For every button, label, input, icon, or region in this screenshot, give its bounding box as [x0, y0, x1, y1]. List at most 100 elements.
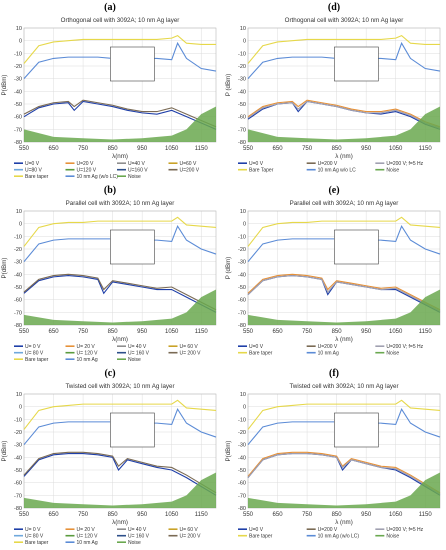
legend-entry: U= 80 V: [25, 351, 44, 357]
x-tick-label: 850: [332, 146, 343, 152]
y-tick-label: -30: [14, 260, 22, 266]
y-tick-label: 0: [19, 405, 22, 411]
legend-entry: U=0 V: [25, 161, 40, 167]
legend-entry: 10 nm Ag: [77, 540, 98, 546]
chart-svg: Twisted cell with 3092A; 10 nm Ag layer 1…: [1, 383, 217, 546]
y-axis-label: P (dBm): [225, 74, 232, 97]
x-tick-label: 650: [49, 146, 60, 152]
y-tick-label: -40: [238, 455, 246, 461]
series-line: [23, 34, 216, 64]
y-tick-label: -30: [238, 77, 246, 83]
series-line: [247, 275, 441, 313]
series-line: [23, 452, 217, 496]
x-tick-label: 650: [49, 329, 60, 335]
legend-entry: U=200 V: [318, 161, 338, 167]
y-tick-label: -80: [238, 506, 246, 512]
legend-entry: Bare taper: [249, 351, 273, 357]
series-line: [23, 216, 217, 247]
x-tick-label: 650: [49, 512, 60, 518]
x-tick-label: 550: [19, 146, 30, 152]
legend-entry: Noise: [386, 534, 399, 540]
y-tick-label: 10: [240, 26, 246, 32]
legend-entry: U= 200 V: [180, 351, 202, 357]
y-tick-label: 10: [16, 209, 22, 215]
legend: U=0 V U=200 V U=200 V; f=5 Hz Bare Taper 10 …: [238, 161, 424, 174]
x-tick-label: 950: [361, 146, 372, 152]
x-tick-label: 750: [78, 512, 89, 518]
inset-box: [110, 46, 155, 82]
panel-label: (e): [328, 185, 340, 196]
y-tick-label: -20: [14, 64, 22, 70]
series-line: [23, 100, 217, 130]
legend-entry: U=20 V: [77, 161, 94, 167]
x-tick-label: 850: [108, 329, 119, 335]
legend-entry: U= 200 V: [180, 534, 202, 540]
legend-entry: Bare Taper: [249, 168, 274, 174]
y-tick-label: -70: [238, 310, 246, 316]
x-tick-label: 650: [273, 512, 284, 518]
legend-entry: 10 nm Ag (w/o LC): [318, 534, 360, 540]
legend-entry: U= 40 V: [128, 344, 147, 350]
legend-entry: U=0 V: [249, 161, 264, 167]
plot-frame: [247, 393, 441, 509]
y-tick-label: -60: [14, 298, 22, 304]
y-tick-label: -80: [238, 323, 246, 329]
y-tick-label: -30: [238, 260, 246, 266]
plot-frame: [23, 27, 217, 143]
legend-entry: U=200 V; f=5 Hz: [386, 527, 423, 533]
series-line: [247, 399, 441, 430]
panel-label: (f): [329, 368, 339, 379]
y-tick-label: 0: [19, 222, 22, 228]
y-tick-label: -70: [14, 127, 22, 133]
series-area-noise: [24, 106, 216, 142]
x-tick-label: 750: [78, 329, 89, 335]
x-tick-label: 1150: [419, 329, 433, 335]
chart-panel-b: (b) Parallel cell with 3092A; 10 nm Ag la…: [0, 183, 222, 366]
panel-label: (c): [104, 368, 116, 379]
legend-entry: 10 nm Ag (w/o LC): [77, 174, 119, 180]
y-tick-label: 0: [243, 222, 246, 228]
x-tick-label: 550: [19, 512, 30, 518]
y-tick-label: -10: [14, 234, 22, 240]
y-tick-label: -10: [238, 51, 246, 57]
x-tick-label: 650: [273, 329, 284, 335]
x-tick-label: 1050: [165, 146, 179, 152]
y-tick-label: -50: [238, 468, 246, 474]
y-tick-label: -10: [238, 234, 246, 240]
legend-entry: U= 160 V: [128, 534, 150, 540]
legend-entry: U=200 V; f=5 Hz: [386, 161, 423, 167]
legend-entry: U= 120 V: [77, 534, 99, 540]
y-tick-label: -70: [14, 310, 22, 316]
x-tick-label: 850: [108, 146, 119, 152]
y-tick-label: -50: [238, 285, 246, 291]
x-tick-label: 550: [243, 512, 254, 518]
x-tick-label: 1150: [195, 146, 209, 152]
y-tick-label: -30: [14, 77, 22, 83]
y-tick-label: -60: [14, 481, 22, 487]
y-tick-label: -50: [238, 102, 246, 108]
series-area-noise: [248, 106, 440, 142]
series-line: [247, 100, 441, 129]
legend-entry: U=120 V: [77, 168, 97, 174]
inset-box: [334, 229, 379, 265]
legend-entry: U=0 V: [249, 344, 264, 350]
legend-entry: U= 160 V: [128, 351, 150, 357]
chart-svg: Twisted cell with 3092A; 10 nm Ag layer 1…: [225, 383, 441, 540]
x-tick-label: 1050: [389, 512, 403, 518]
y-tick-label: -20: [14, 430, 22, 436]
y-tick-label: 10: [240, 392, 246, 398]
legend-entry: U=160 V: [128, 168, 148, 174]
legend: U= 0 V U= 20 V U= 40 V U= 60 V U= 80 V U= 120…: [14, 527, 201, 546]
series-line: [247, 275, 441, 312]
x-tick-label: 850: [108, 512, 119, 518]
series-area-noise: [24, 472, 216, 508]
x-tick-label: 850: [332, 329, 343, 335]
y-tick-label: -20: [238, 64, 246, 70]
y-tick-label: -10: [14, 417, 22, 423]
x-tick-label: 1150: [419, 146, 433, 152]
y-tick-label: -70: [238, 127, 246, 133]
x-tick-label: 950: [361, 512, 372, 518]
y-tick-label: -40: [14, 272, 22, 278]
series-line: [23, 399, 217, 430]
legend-entry: U=200 V: [318, 344, 338, 350]
